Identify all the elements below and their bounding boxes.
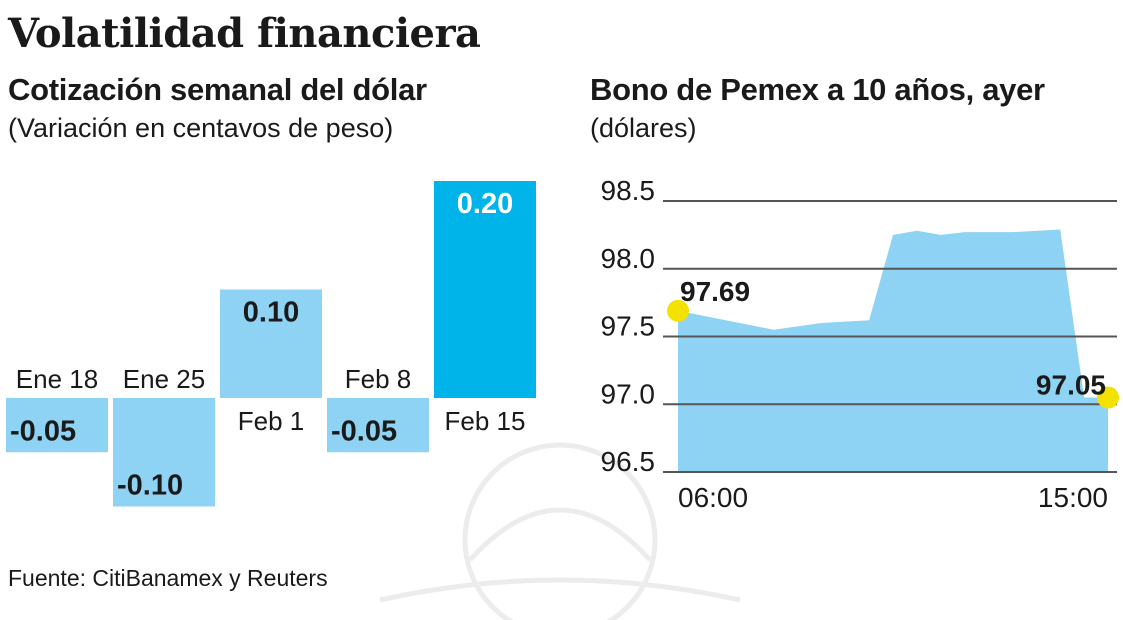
y-tick-label-1: 98.0 (601, 243, 656, 274)
bar-category-label-0: Ene 18 (16, 364, 98, 394)
x-tick-label-0: 06:00 (678, 482, 748, 513)
source-note: Fuente: CitiBanamex y Reuters (8, 565, 328, 591)
bar-2 (220, 289, 322, 398)
bar-category-label-2: Feb 1 (238, 406, 305, 436)
bond-price-area (678, 229, 1108, 472)
bar-chart-title: Cotización semanal del dólar (8, 72, 427, 107)
y-tick-label-4: 96.5 (601, 446, 656, 477)
annotation-marker-1 (1097, 386, 1119, 409)
bar-category-label-4: Feb 15 (445, 406, 526, 436)
annotation-marker-0 (667, 299, 689, 322)
bar-4 (434, 181, 536, 398)
page-title: Volatilidad financiera (8, 10, 481, 57)
bar-category-label-1: Ene 25 (123, 364, 205, 394)
bar-1 (113, 398, 215, 507)
annotation-label-1: 97.05 (1036, 369, 1106, 400)
bar-value-label-4: 0.20 (457, 188, 513, 220)
y-tick-label-2: 97.5 (601, 311, 656, 342)
x-tick-label-1: 15:00 (1038, 482, 1108, 513)
bar-3 (327, 398, 429, 453)
bar-value-label-1: -0.10 (117, 470, 183, 502)
bar-0 (6, 398, 108, 453)
y-tick-label-0: 98.5 (601, 175, 656, 206)
bar-chart: -0.05 Ene 18 -0.10 Ene 25 0.10 Feb 1 -0.05 Feb … (6, 181, 536, 507)
bar-value-label-2: 0.10 (243, 297, 299, 329)
bar-category-label-3: Feb 8 (345, 364, 412, 394)
y-tick-label-3: 97.0 (601, 378, 656, 409)
area-chart-subtitle: (dólares) (590, 113, 697, 143)
area-chart-title: Bono de Pemex a 10 años, ayer (590, 72, 1045, 107)
annotation-label-0: 97.69 (680, 276, 750, 307)
bar-value-label-0: -0.05 (10, 415, 76, 447)
bar-value-label-3: -0.05 (331, 415, 397, 447)
bar-chart-subtitle: (Variación en centavos de peso) (8, 113, 394, 143)
